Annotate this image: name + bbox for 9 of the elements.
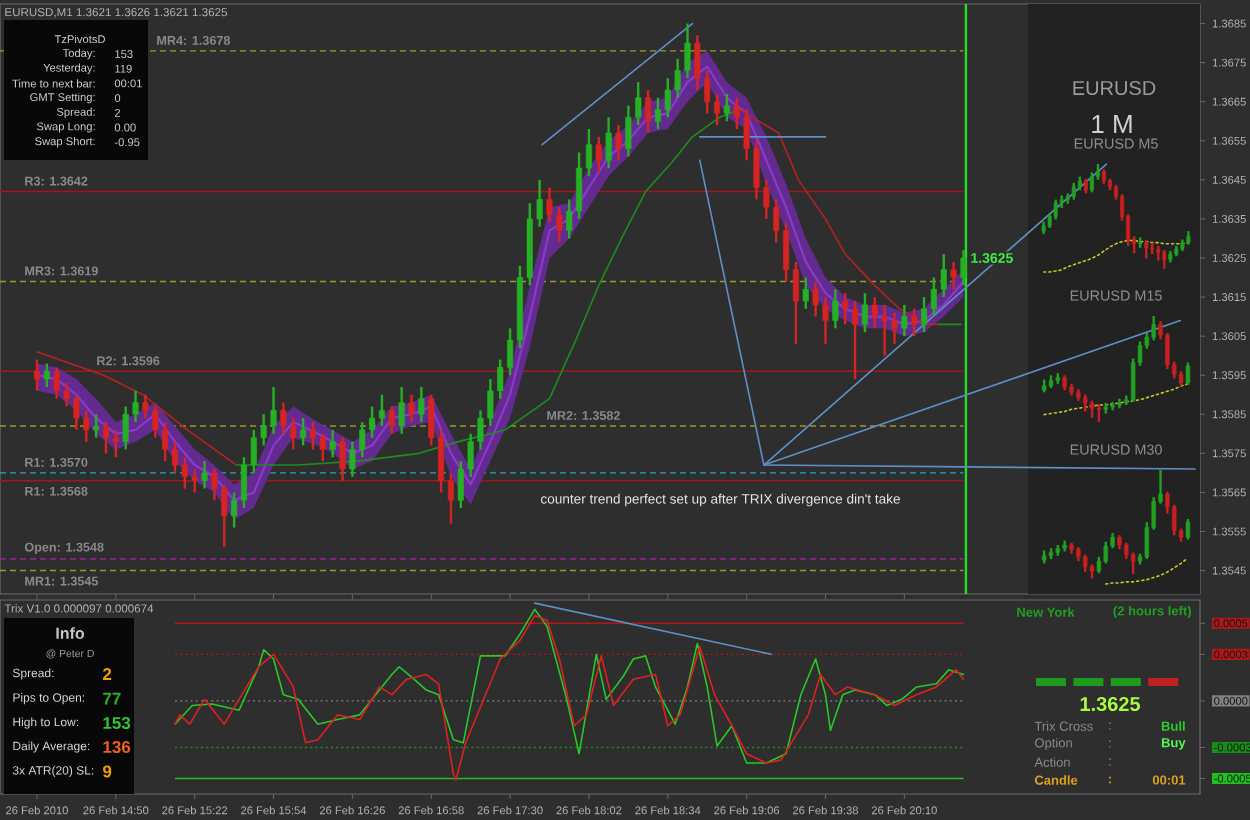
- annotation: 77: [103, 692, 121, 705]
- annotation: 1.3625: [1080, 696, 1141, 712]
- annotation: 2: [103, 668, 112, 680]
- annotation: 136: [103, 740, 131, 754]
- annotation: EURUSD: [1073, 80, 1156, 96]
- annotation: 153: [103, 716, 131, 730]
- annotation: 9: [103, 765, 112, 778]
- text: Info: [56, 627, 85, 639]
- annotation: 1 M: [1092, 115, 1132, 133]
